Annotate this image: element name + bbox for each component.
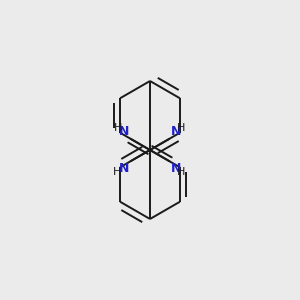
Text: N: N — [171, 125, 181, 138]
Text: H: H — [113, 167, 121, 177]
Text: N: N — [171, 162, 181, 175]
Text: H: H — [114, 123, 122, 133]
Text: N: N — [118, 125, 129, 138]
Text: N: N — [118, 162, 129, 175]
Text: H: H — [177, 123, 186, 133]
Text: H: H — [177, 167, 186, 177]
